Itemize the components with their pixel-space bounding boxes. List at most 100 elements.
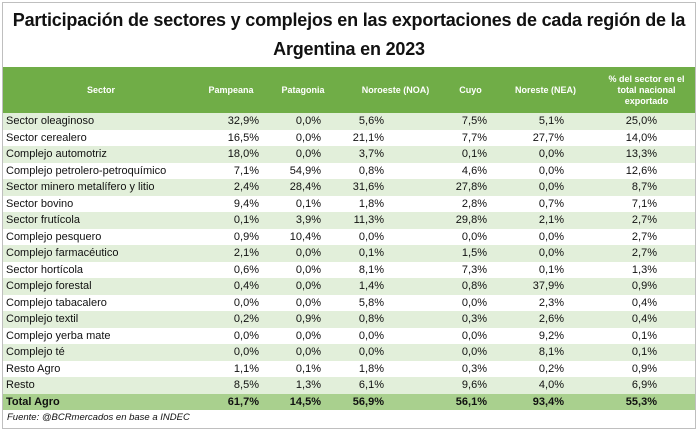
sector-cell: Sector minero metalífero y litio bbox=[3, 179, 199, 196]
table-row: Complejo automotriz 18,0% 0,0% 3,7% 0,1% 0,0%… bbox=[3, 146, 695, 163]
value-cell: 0,4% bbox=[631, 296, 657, 309]
value-cell: 0,0% bbox=[538, 230, 564, 243]
value-cell: 0,0% bbox=[448, 344, 493, 361]
value-cell: 0,8% bbox=[448, 278, 493, 295]
value-cell: 11,3% bbox=[343, 212, 448, 229]
footer: Fuente: @BCRmercados en base a INDEC bbox=[7, 411, 190, 423]
value-cell: 0,0% bbox=[461, 329, 487, 342]
value-cell: 1,1% bbox=[233, 362, 259, 375]
value-cell: 0,1% bbox=[343, 245, 448, 262]
value-cell: 0,0% bbox=[263, 344, 343, 361]
value-cell: 0,0% bbox=[233, 296, 259, 309]
value-cell: 9,4% bbox=[233, 197, 259, 210]
value-cell: 25,0% bbox=[598, 113, 695, 130]
value-cell: 9,2% bbox=[538, 329, 564, 342]
table-row: Complejo tabacalero 0,0% 0,0% 5,8% 0,0% 2,3% 0… bbox=[3, 295, 695, 312]
value-cell: 0,0% bbox=[493, 146, 598, 163]
sector-cell: Complejo automotriz bbox=[3, 146, 199, 163]
page: Participación de sectores y complejos en… bbox=[2, 2, 696, 429]
sector-cell: Total Agro bbox=[3, 393, 199, 410]
value-cell: 1,3% bbox=[263, 377, 343, 394]
value-cell: 0,9% bbox=[598, 278, 695, 295]
value-cell: 0,2% bbox=[538, 362, 564, 375]
value-cell: 1,5% bbox=[448, 245, 493, 262]
sector-cell: Sector frutícola bbox=[3, 212, 199, 229]
table-row: Resto 8,5% 1,3% 6,1% 9,6% 4,0% 6,9% bbox=[3, 377, 695, 394]
table-row: Complejo yerba mate 0,0% 0,0% 0,0% 0,0% 9,2% 0… bbox=[3, 328, 695, 345]
value-cell: 0,2% bbox=[199, 311, 263, 328]
table-row: Complejo petrolero-petroquímico 7,1% 54,9%… bbox=[3, 163, 695, 180]
value-cell: 29,8% bbox=[448, 212, 493, 229]
value-cell: 0,7% bbox=[538, 197, 564, 210]
table-row: Complejo forestal 0,4% 0,0% 1,4% 0,8% 37,9% 0,… bbox=[3, 278, 695, 295]
value-cell: 0,0% bbox=[295, 296, 321, 309]
value-cell: 5,1% bbox=[493, 113, 598, 130]
value-cell: 8,7% bbox=[598, 179, 695, 196]
value-cell: 5,8% bbox=[358, 296, 384, 309]
table-row: Total Agro 61,7% 14,5% 56,9% 56,1% 93,4% 55,3% bbox=[3, 393, 695, 410]
value-cell: 13,3% bbox=[598, 146, 695, 163]
sector-cell: Sector hortícola bbox=[6, 263, 84, 276]
sector-cell: Complejo farmacéutico bbox=[3, 245, 199, 262]
value-cell: 8,5% bbox=[199, 377, 263, 394]
value-cell: 21,1% bbox=[352, 131, 384, 144]
value-cell: 0,0% bbox=[493, 179, 598, 196]
value-cell: 0,0% bbox=[461, 230, 487, 243]
value-cell: 2,7% bbox=[598, 212, 695, 229]
value-cell: 6,1% bbox=[343, 377, 448, 394]
value-cell: 0,0% bbox=[263, 113, 343, 130]
sector-cell: Complejo petrolero-petroquímico bbox=[6, 164, 167, 177]
value-cell: 14,5% bbox=[263, 393, 343, 410]
table-row: Complejo té 0,0% 0,0% 0,0% 0,0% 8,1% 0,1% bbox=[3, 344, 695, 361]
value-cell: 2,3% bbox=[538, 296, 564, 309]
value-cell: 0,0% bbox=[343, 344, 448, 361]
value-cell: 0,1% bbox=[295, 362, 321, 375]
title: Participación de sectores y complejos en… bbox=[12, 10, 686, 59]
sector-cell: Sector oleaginoso bbox=[3, 113, 199, 130]
table-body: Sector oleaginoso 32,9% 0,0% 5,6% 7,5% 5,1% 25… bbox=[3, 113, 695, 410]
value-cell: 0,1% bbox=[199, 212, 263, 229]
value-cell: 27,8% bbox=[448, 179, 493, 196]
sector-cell: Complejo textil bbox=[3, 311, 199, 328]
value-cell: 14,0% bbox=[625, 131, 657, 144]
value-cell: 9,6% bbox=[448, 377, 493, 394]
value-cell: 0,3% bbox=[461, 362, 487, 375]
sector-cell: Sector cerealero bbox=[6, 131, 87, 144]
value-cell: 10,4% bbox=[289, 230, 321, 243]
value-cell: 0,3% bbox=[448, 311, 493, 328]
value-cell: 5,6% bbox=[343, 113, 448, 130]
value-cell: 7,7% bbox=[461, 131, 487, 144]
value-cell: 2,7% bbox=[598, 245, 695, 262]
value-cell: 0,1% bbox=[538, 263, 564, 276]
table: Sector Pampeana Patagonia Noroeste (NOA) Cuy… bbox=[3, 67, 695, 410]
value-cell: 3,9% bbox=[263, 212, 343, 229]
value-cell: 3,7% bbox=[343, 146, 448, 163]
value-cell: 8,1% bbox=[358, 263, 384, 276]
value-cell: 27,7% bbox=[532, 131, 564, 144]
table-row: Sector cerealero 16,5% 0,0% 21,1% 7,7% 27,7% 1… bbox=[3, 130, 695, 147]
value-cell: 0,0% bbox=[295, 263, 321, 276]
value-cell: 7,1% bbox=[631, 197, 657, 210]
value-cell: 0,1% bbox=[631, 329, 657, 342]
sector-cell: Sector bovino bbox=[6, 197, 74, 210]
sector-cell: Resto Agro bbox=[6, 362, 61, 375]
value-cell: 37,9% bbox=[493, 278, 598, 295]
value-cell: 1,3% bbox=[631, 263, 657, 276]
header-cell: Pampeana bbox=[199, 67, 263, 113]
value-cell: 0,0% bbox=[538, 164, 564, 177]
value-cell: 4,0% bbox=[493, 377, 598, 394]
value-cell: 2,6% bbox=[493, 311, 598, 328]
value-cell: 0,0% bbox=[263, 146, 343, 163]
value-cell: 2,7% bbox=[631, 230, 657, 243]
value-cell: 93,4% bbox=[493, 393, 598, 410]
value-cell: 2,4% bbox=[199, 179, 263, 196]
value-cell: 0,4% bbox=[199, 278, 263, 295]
sector-cell: Resto bbox=[3, 377, 199, 394]
value-cell: 56,1% bbox=[448, 393, 493, 410]
table-row: Sector hortícola 0,6% 0,0% 8,1% 7,3% 0,1% 1,3% bbox=[3, 262, 695, 279]
table-row: Sector oleaginoso 32,9% 0,0% 5,6% 7,5% 5,1% 25… bbox=[3, 113, 695, 130]
value-cell: 0,1% bbox=[295, 197, 321, 210]
value-cell: 16,5% bbox=[227, 131, 259, 144]
value-cell: 0,4% bbox=[598, 311, 695, 328]
value-cell: 1,8% bbox=[358, 362, 384, 375]
